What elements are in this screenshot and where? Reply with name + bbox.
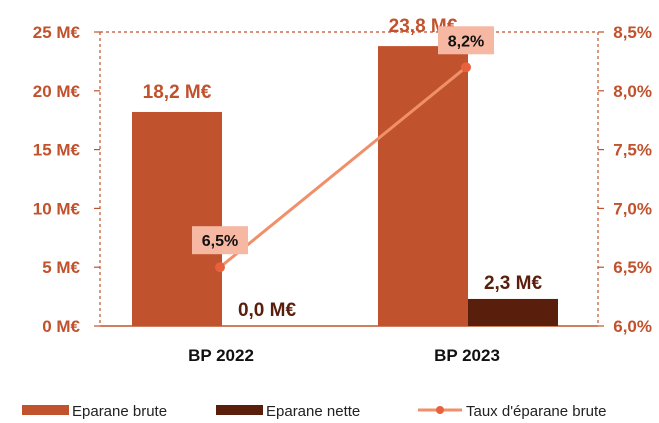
left-tick-label: 5 M€: [42, 258, 80, 277]
right-tick-label: 7,5%: [613, 141, 652, 160]
bar-eparane-nette: [468, 298, 558, 326]
right-tick-label: 7,0%: [613, 199, 652, 218]
right-tick-label: 8,5%: [613, 23, 652, 42]
rate-label-box: [438, 26, 494, 55]
right-axis-ticks: 6,0% 6,5% 7,0% 7,5% 8,0% 8,5%: [598, 23, 652, 336]
legend-label-eparane-nette: Eparane nette: [266, 403, 360, 420]
left-tick-label: 25 M€: [33, 23, 81, 42]
legend-label-eparane-brute: Eparane brute: [72, 403, 167, 420]
left-axis-ticks: 0 M€ 5 M€ 10 M€ 15 M€ 20 M€ 25 M€: [33, 23, 100, 336]
rate-point: [215, 262, 225, 273]
rate-label: 6,5%: [202, 233, 238, 250]
bar-label-eparane-nette: 0,0 M€: [238, 300, 297, 321]
rate-line-series: 6,5% 8,2%: [192, 26, 494, 273]
left-tick-label: 20 M€: [33, 82, 81, 101]
right-tick-label: 8,0%: [613, 82, 652, 101]
rate-label: 8,2%: [448, 33, 484, 50]
legend-label-taux: Taux d'éparane brute: [466, 403, 606, 420]
rate-line: [219, 66, 467, 269]
legend-swatch-eparane-brute: [22, 405, 69, 415]
bar-label-eparane-brute: 18,2 M€: [143, 82, 212, 103]
bars: [132, 46, 558, 326]
legend-swatch-eparane-nette: [216, 405, 263, 415]
bar-eparane-brute: [132, 111, 222, 326]
category-axis: BP 2022 BP 2023: [188, 346, 500, 365]
rate-point: [461, 62, 471, 73]
right-tick-label: 6,5%: [613, 258, 652, 277]
left-tick-label: 0 M€: [42, 317, 80, 336]
legend: Eparane brute Eparane nette Taux d'éparane…: [22, 403, 606, 420]
left-tick-label: 15 M€: [33, 141, 81, 160]
bar-label-eparane-nette: 2,3 M€: [484, 273, 543, 294]
left-tick-label: 10 M€: [33, 199, 81, 218]
category-label: BP 2022: [188, 346, 254, 365]
legend-marker-taux: [436, 406, 444, 414]
category-label: BP 2023: [434, 346, 500, 365]
rate-label-box: [192, 226, 248, 255]
bar-eparane-brute: [378, 46, 468, 326]
right-tick-label: 6,0%: [613, 317, 652, 336]
